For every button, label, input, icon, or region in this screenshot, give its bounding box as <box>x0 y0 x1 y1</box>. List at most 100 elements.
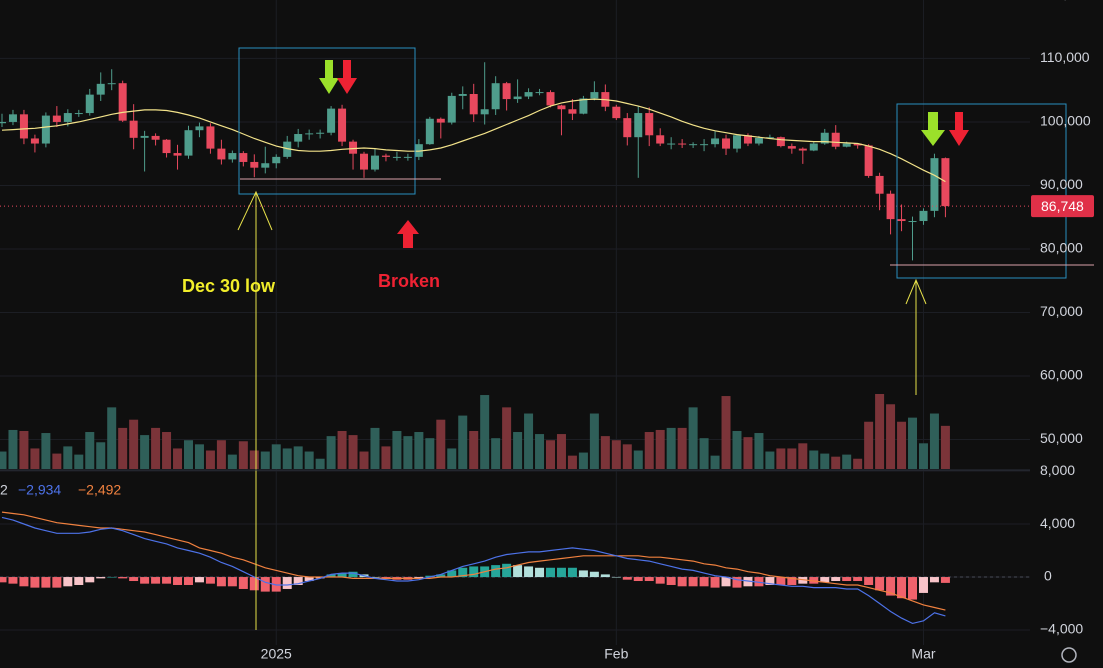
candle-body <box>206 126 215 149</box>
candle-body <box>557 105 566 110</box>
volume-bar <box>359 451 369 469</box>
candle-body <box>381 155 390 157</box>
candle-body <box>338 108 347 142</box>
candle-body <box>436 118 445 123</box>
candle-body <box>776 137 785 147</box>
macd-histogram <box>30 577 40 588</box>
macd-histogram <box>622 577 632 580</box>
volume-bar <box>447 448 457 469</box>
candle-body <box>151 135 160 140</box>
macd-histogram <box>348 571 358 578</box>
candle-body <box>294 134 303 142</box>
volume-bar <box>622 444 632 469</box>
candle-body <box>360 153 369 170</box>
volume-bar <box>425 438 435 469</box>
volume-bar <box>227 454 237 469</box>
volume-bar <box>458 415 468 469</box>
candle-body <box>30 138 39 144</box>
macd-histogram <box>162 577 172 584</box>
macd-value: −2,934 <box>18 482 61 498</box>
macd-histogram <box>556 567 566 578</box>
macd-histogram <box>655 577 665 584</box>
candle-body <box>85 94 94 114</box>
candle-body <box>700 144 709 146</box>
signal-line <box>1 511 946 611</box>
arrow-down <box>337 60 357 94</box>
macd-histogram <box>205 577 215 584</box>
volume-bar <box>469 430 479 469</box>
macd-histogram <box>129 577 139 582</box>
volume-bar <box>513 432 523 469</box>
macd-histogram <box>546 567 555 578</box>
candle-body <box>184 130 193 156</box>
macd-histogram <box>96 577 106 579</box>
volume-bar <box>151 427 161 469</box>
settings-icon[interactable] <box>1061 647 1077 663</box>
volume-bar <box>173 448 183 469</box>
macd-histogram <box>227 577 237 587</box>
volume-bar <box>710 455 720 469</box>
macd-histogram <box>326 574 336 578</box>
macd-histogram <box>194 577 204 583</box>
macd-histogram <box>842 577 852 582</box>
candle-body <box>831 132 840 147</box>
macd-histogram <box>337 573 347 578</box>
volume-bar <box>194 444 204 469</box>
macd-histogram <box>918 577 928 593</box>
macd-histogram <box>436 574 446 578</box>
indicator-label: 2 <box>0 482 8 498</box>
macd-histogram <box>743 577 753 587</box>
volume-bar <box>611 440 621 469</box>
candle-body <box>8 114 17 122</box>
pointer-arrow <box>237 190 273 231</box>
candle-body <box>634 113 643 138</box>
y-tick-label: 120,000 <box>1040 0 1091 2</box>
macd-histogram <box>940 577 950 583</box>
candle-body <box>711 138 720 145</box>
macd-histogram <box>524 566 534 578</box>
macd-histogram <box>611 577 621 578</box>
candle-body <box>129 120 138 138</box>
candle-body <box>546 92 555 106</box>
volume-bar <box>831 456 841 469</box>
candle-body <box>579 98 588 114</box>
x-tick-label: 2025 <box>261 646 292 662</box>
macd-histogram <box>677 577 687 587</box>
candle-body <box>480 109 489 115</box>
candle-body <box>765 137 774 139</box>
candle-body <box>316 132 325 134</box>
volume-bar <box>600 436 610 469</box>
volume-bar <box>918 443 928 469</box>
volume-bar <box>205 450 215 469</box>
candle-body <box>875 175 884 194</box>
candle-body <box>261 163 270 168</box>
candle-body <box>623 118 632 138</box>
macd-histogram <box>140 577 150 584</box>
volume-bar <box>337 430 347 469</box>
macd-histogram <box>699 577 709 587</box>
candle-body <box>612 106 621 119</box>
volume-bar <box>41 433 51 469</box>
macd-histogram <box>260 577 270 592</box>
candle-body <box>787 146 796 149</box>
candle-body <box>19 114 28 139</box>
candle-body <box>930 158 939 211</box>
volume-bar <box>688 407 698 469</box>
volume-bar <box>216 440 226 469</box>
annotation: Dec 30 low <box>182 276 276 296</box>
volume-bar <box>8 429 18 469</box>
volume-bar <box>820 453 830 469</box>
volume-bar <box>63 446 73 469</box>
macd-histogram <box>798 577 808 584</box>
candle-body <box>820 132 829 144</box>
macd-histogram <box>732 577 742 588</box>
volume-bar <box>644 432 654 469</box>
macd-histogram <box>600 574 610 578</box>
arrow-up <box>397 220 419 248</box>
candle-body <box>228 153 237 160</box>
candle-body <box>403 156 412 158</box>
y2-tick-label: 8,000 <box>1040 462 1075 478</box>
candle-body <box>743 135 752 144</box>
macd-histogram <box>864 577 874 585</box>
volume-bar <box>875 394 885 469</box>
